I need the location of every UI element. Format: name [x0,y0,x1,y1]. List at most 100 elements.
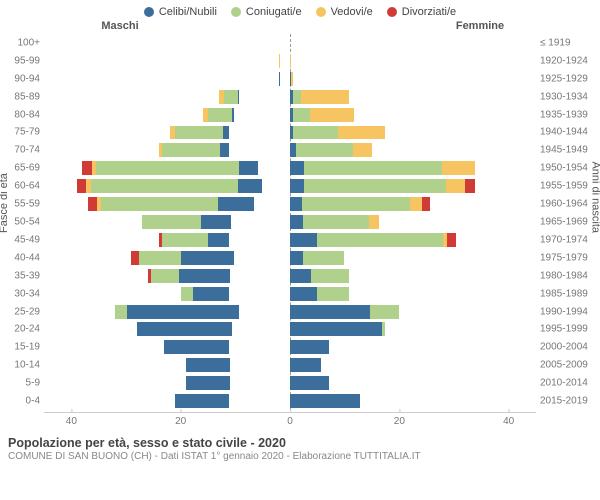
male-bar [44,231,290,249]
female-bar [290,356,536,374]
birth-year-label: 1980-1984 [540,270,600,281]
bar-segment [290,340,329,354]
age-label: 10-14 [0,360,40,371]
bar-stack [148,269,290,283]
header-male: Maschi [0,20,300,32]
birth-year-label: 2010-2014 [540,378,600,389]
x-tick: 0 [287,413,293,427]
bar-stack [290,215,438,229]
bar-segment [302,197,409,211]
pyramid-row: 100+≤ 1919 [44,34,536,52]
bar-segment [193,287,229,301]
pyramid-row: 10-142005-2009 [44,356,536,374]
pyramid-row: 80-841935-1939 [44,106,536,124]
bar-segment [127,305,240,319]
male-bar [44,267,290,285]
birth-year-label: ≤ 1919 [540,37,600,48]
age-label: 40-44 [0,252,40,263]
female-bar [290,195,536,213]
male-bar [44,159,290,177]
chart-title: Popolazione per età, sesso e stato civil… [8,436,592,450]
legend-swatch [144,7,154,17]
birth-year-label: 1930-1934 [540,91,600,102]
bar-stack [290,179,503,193]
bar-segment [238,90,240,104]
pyramid-row: 40-441975-1979 [44,249,536,267]
bar-stack [290,305,454,319]
legend-label: Celibi/Nubili [159,6,217,18]
age-label: 60-64 [0,181,40,192]
bar-stack [181,287,290,301]
birth-year-label: 2005-2009 [540,360,600,371]
bar-stack [290,126,443,140]
bar-segment [382,322,385,336]
bar-stack [290,340,388,354]
bar-stack [290,197,476,211]
bar-stack [186,376,290,390]
age-label: 45-49 [0,234,40,245]
bar-segment [208,108,231,122]
bar-segment [201,215,231,229]
male-bar [44,70,290,88]
female-bar [290,70,536,88]
age-label: 0-4 [0,396,40,407]
bar-segment [290,215,303,229]
birth-year-label: 1950-1954 [540,163,600,174]
bar-stack [279,72,290,86]
birth-year-label: 1955-1959 [540,181,600,192]
bar-segment [82,161,91,175]
bar-stack [290,394,421,408]
bar-stack [159,143,290,157]
pyramid-row: 75-791940-1944 [44,124,536,142]
pyramid-row: 95-991920-1924 [44,52,536,70]
age-label: 80-84 [0,109,40,120]
bar-stack [290,90,410,104]
pyramid-rows: 100+≤ 191995-991920-192490-941925-192985… [44,34,536,410]
bar-segment [186,376,230,390]
birth-year-label: 1935-1939 [540,109,600,120]
bar-stack [279,54,290,68]
legend-label: Vedovi/e [331,6,373,18]
male-bar [44,374,290,392]
age-label: 65-69 [0,163,40,174]
male-bar [44,52,290,70]
bar-segment [311,269,348,283]
bar-segment [353,143,372,157]
female-bar [290,374,536,392]
bar-segment [137,322,232,336]
legend-label: Divorziati/e [402,6,456,18]
age-label: 30-34 [0,288,40,299]
pyramid-row: 30-341985-1989 [44,285,536,303]
bar-stack [290,376,388,390]
bar-segment [101,197,218,211]
age-label: 25-29 [0,306,40,317]
pyramid-row: 35-391980-1984 [44,267,536,285]
legend-item: Celibi/Nubili [144,6,217,18]
bar-segment [290,251,303,265]
male-bar [44,124,290,142]
population-pyramid: Fasce di età Anni di nascita 100+≤ 19199… [0,34,600,432]
bar-segment [304,179,446,193]
female-bar [290,34,536,52]
age-label: 70-74 [0,145,40,156]
age-label: 35-39 [0,270,40,281]
legend-swatch [316,7,326,17]
legend-item: Coniugati/e [231,6,302,18]
bar-segment [338,126,386,140]
legend-swatch [231,7,241,17]
bar-segment [181,287,193,301]
male-bar [44,303,290,321]
pyramid-row: 15-192000-2004 [44,338,536,356]
bar-stack [131,251,290,265]
female-bar [290,106,536,124]
bar-segment [175,126,223,140]
bar-segment [290,54,291,68]
male-bar [44,285,290,303]
bar-segment [290,322,382,336]
male-bar [44,177,290,195]
bar-segment [290,197,302,211]
gender-headers: Maschi Femmine [0,20,600,32]
bar-segment [77,179,86,193]
pyramid-row: 60-641955-1959 [44,177,536,195]
birth-year-label: 2015-2019 [540,396,600,407]
